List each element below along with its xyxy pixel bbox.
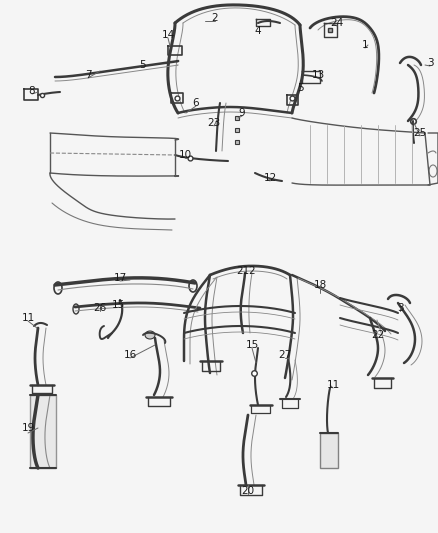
Text: 17: 17 xyxy=(113,273,127,283)
Text: 18: 18 xyxy=(313,280,327,290)
Text: 27: 27 xyxy=(279,350,292,360)
Text: 2: 2 xyxy=(249,266,255,276)
Text: 5: 5 xyxy=(297,83,303,93)
Bar xyxy=(30,395,56,468)
Text: 19: 19 xyxy=(21,423,35,433)
Text: 11: 11 xyxy=(21,313,35,323)
Text: 15: 15 xyxy=(111,300,125,310)
Text: 3: 3 xyxy=(427,58,433,68)
Text: 15: 15 xyxy=(245,340,258,350)
Text: 6: 6 xyxy=(193,98,199,108)
Text: 2: 2 xyxy=(212,13,218,23)
Text: 24: 24 xyxy=(330,18,344,28)
Text: 1: 1 xyxy=(362,40,368,50)
Text: 21: 21 xyxy=(237,266,250,276)
Text: 26: 26 xyxy=(93,303,106,313)
Text: 3: 3 xyxy=(397,303,403,313)
Text: 13: 13 xyxy=(311,70,325,80)
Ellipse shape xyxy=(145,331,155,339)
Text: 7: 7 xyxy=(85,70,91,80)
Text: 20: 20 xyxy=(241,486,254,496)
Text: 4: 4 xyxy=(254,26,261,36)
Text: 8: 8 xyxy=(28,86,35,96)
Text: 12: 12 xyxy=(263,173,277,183)
Text: 16: 16 xyxy=(124,350,137,360)
Text: 9: 9 xyxy=(239,108,245,118)
Text: 22: 22 xyxy=(371,330,385,340)
Text: 23: 23 xyxy=(207,118,221,128)
Text: 5: 5 xyxy=(140,60,146,70)
Text: 10: 10 xyxy=(178,150,191,160)
Text: 14: 14 xyxy=(161,30,175,40)
Text: 11: 11 xyxy=(326,380,339,390)
Bar xyxy=(320,433,338,468)
Text: 25: 25 xyxy=(413,128,427,138)
